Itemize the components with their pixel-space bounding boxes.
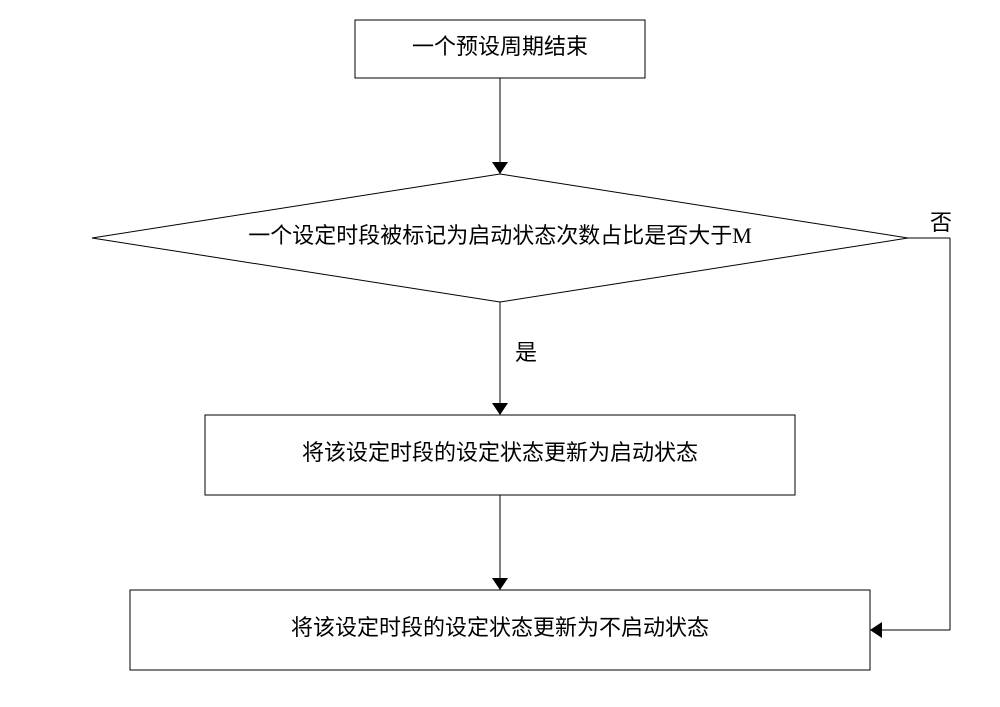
- edge-label-yes: 是: [515, 340, 537, 365]
- no-node-label: 将该设定时段的设定状态更新为不启动状态: [291, 615, 709, 640]
- decision-node-label: 一个设定时段被标记为启动状态次数占比是否大于M: [248, 223, 752, 248]
- start-node-label: 一个预设周期结束: [412, 34, 588, 59]
- yes-node-label: 将该设定时段的设定状态更新为启动状态: [302, 440, 698, 465]
- edge-label-no: 否: [930, 210, 952, 235]
